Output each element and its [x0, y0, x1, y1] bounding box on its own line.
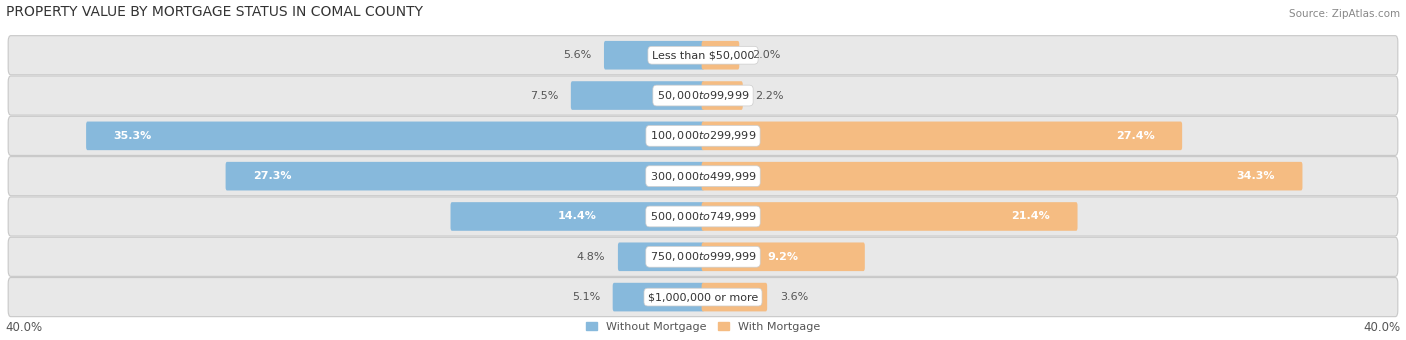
- Text: 40.0%: 40.0%: [6, 321, 42, 334]
- Text: 40.0%: 40.0%: [1364, 321, 1400, 334]
- FancyBboxPatch shape: [450, 202, 704, 231]
- FancyBboxPatch shape: [702, 81, 742, 110]
- FancyBboxPatch shape: [613, 283, 704, 311]
- FancyBboxPatch shape: [702, 283, 768, 311]
- FancyBboxPatch shape: [8, 277, 1398, 317]
- Text: 14.4%: 14.4%: [558, 211, 598, 221]
- FancyBboxPatch shape: [8, 197, 1398, 236]
- FancyBboxPatch shape: [702, 121, 1182, 150]
- FancyBboxPatch shape: [571, 81, 704, 110]
- Text: Source: ZipAtlas.com: Source: ZipAtlas.com: [1289, 9, 1400, 19]
- Text: 27.4%: 27.4%: [1116, 131, 1154, 141]
- Text: 9.2%: 9.2%: [768, 252, 799, 262]
- FancyBboxPatch shape: [8, 36, 1398, 75]
- FancyBboxPatch shape: [702, 242, 865, 271]
- Text: 35.3%: 35.3%: [114, 131, 152, 141]
- Text: $500,000 to $749,999: $500,000 to $749,999: [650, 210, 756, 223]
- FancyBboxPatch shape: [702, 41, 740, 70]
- FancyBboxPatch shape: [8, 237, 1398, 276]
- Text: 2.2%: 2.2%: [755, 90, 783, 101]
- FancyBboxPatch shape: [702, 202, 1077, 231]
- FancyBboxPatch shape: [702, 162, 1302, 190]
- Text: Less than $50,000: Less than $50,000: [652, 50, 754, 60]
- FancyBboxPatch shape: [8, 157, 1398, 196]
- Legend: Without Mortgage, With Mortgage: Without Mortgage, With Mortgage: [586, 322, 820, 332]
- Text: PROPERTY VALUE BY MORTGAGE STATUS IN COMAL COUNTY: PROPERTY VALUE BY MORTGAGE STATUS IN COM…: [6, 5, 423, 19]
- Text: $1,000,000 or more: $1,000,000 or more: [648, 292, 758, 302]
- Text: $100,000 to $299,999: $100,000 to $299,999: [650, 129, 756, 142]
- Text: 5.1%: 5.1%: [572, 292, 600, 302]
- Text: 7.5%: 7.5%: [530, 90, 558, 101]
- Text: 4.8%: 4.8%: [576, 252, 606, 262]
- FancyBboxPatch shape: [225, 162, 704, 190]
- Text: $50,000 to $99,999: $50,000 to $99,999: [657, 89, 749, 102]
- Text: $750,000 to $999,999: $750,000 to $999,999: [650, 250, 756, 263]
- Text: 5.6%: 5.6%: [564, 50, 592, 60]
- Text: 21.4%: 21.4%: [1011, 211, 1050, 221]
- Text: 27.3%: 27.3%: [253, 171, 291, 181]
- Text: 34.3%: 34.3%: [1236, 171, 1275, 181]
- FancyBboxPatch shape: [86, 121, 704, 150]
- FancyBboxPatch shape: [617, 242, 704, 271]
- FancyBboxPatch shape: [8, 116, 1398, 155]
- Text: 3.6%: 3.6%: [780, 292, 808, 302]
- FancyBboxPatch shape: [605, 41, 704, 70]
- Text: 2.0%: 2.0%: [752, 50, 780, 60]
- FancyBboxPatch shape: [8, 76, 1398, 115]
- Text: $300,000 to $499,999: $300,000 to $499,999: [650, 170, 756, 183]
